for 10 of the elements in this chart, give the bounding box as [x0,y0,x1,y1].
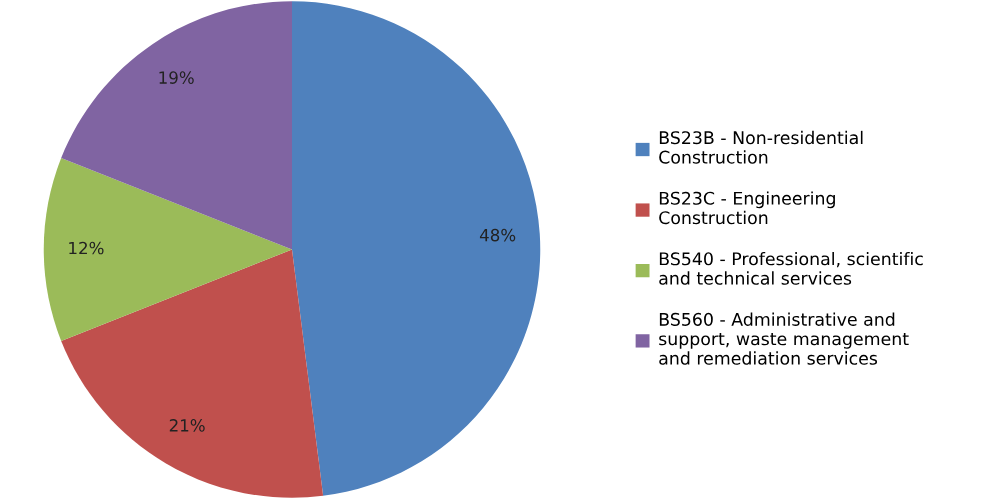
pie-slice [292,1,541,496]
data-label: 48% [479,228,516,242]
legend-label: BS560 - Administrative and support, waste management and remediation services [659,312,909,365]
data-label: 21% [169,419,205,432]
legend-label: BS540 - Professional, scientific and technical services [659,251,923,285]
legend-label: BS23C - Engineering Construction [659,191,835,225]
pie-slice [43,158,292,341]
data-label: 19% [159,71,194,84]
data-label: 12% [69,241,104,255]
legend-label: BS23B - Non-residential Construction [659,130,863,164]
